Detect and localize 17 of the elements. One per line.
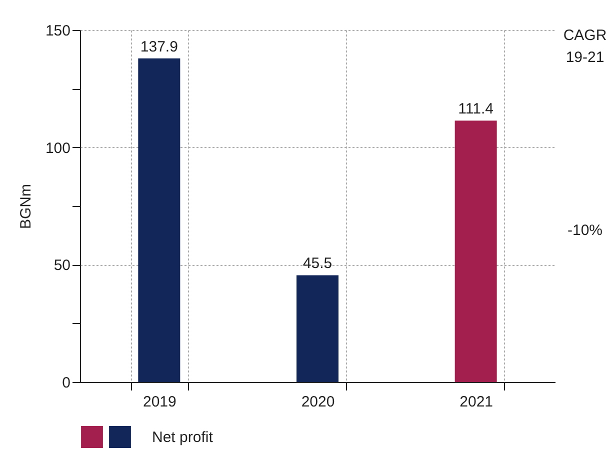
x-tick-label: 2021 [460, 394, 494, 410]
y-axis-title: BGNm [17, 184, 34, 229]
bar [296, 275, 338, 382]
y-tick-label: 100 [45, 140, 70, 157]
legend-label: Net profit [152, 429, 214, 446]
y-tick-label: 50 [54, 257, 70, 274]
y-tick-label: 150 [45, 22, 70, 40]
y-tick-label: 0 [62, 374, 70, 392]
bar [454, 120, 497, 382]
data-label: 137.9 [140, 38, 178, 56]
bar [138, 58, 180, 382]
data-label: 45.5 [302, 255, 332, 272]
x-tick-label: 2019 [142, 394, 176, 410]
x-tick-label: 2020 [301, 394, 335, 410]
data-label: 111.4 [458, 100, 494, 118]
text: CAGR 19-21 [563, 27, 607, 66]
text: -10% [567, 222, 603, 239]
